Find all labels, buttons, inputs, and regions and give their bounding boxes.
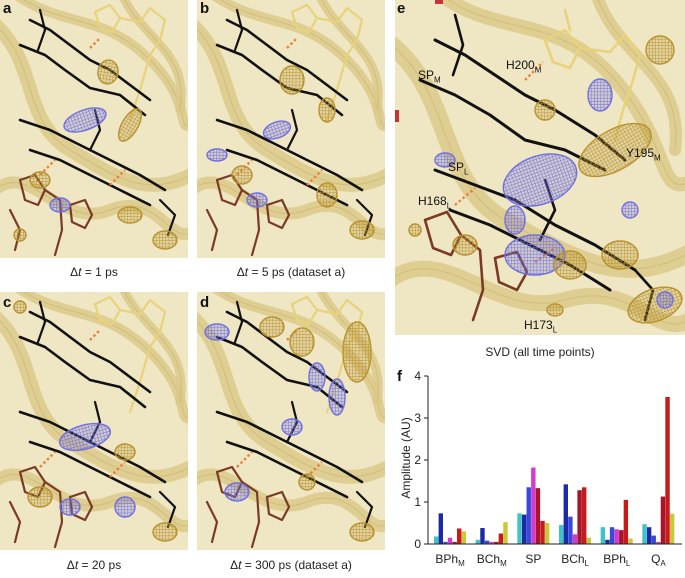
caption-e: SVD (all time points) — [485, 345, 595, 359]
x-category-label: BPhL — [603, 552, 631, 568]
bar — [568, 516, 573, 544]
bar — [623, 499, 629, 544]
x-category-label: BChL — [561, 552, 589, 568]
panel-label-c: c — [3, 294, 12, 311]
bar — [521, 514, 527, 544]
bar — [619, 530, 624, 544]
y-axis-label: Amplitude (AU) — [399, 417, 413, 498]
label-y195-m: Y195M — [626, 146, 661, 163]
bar — [656, 541, 661, 544]
x-category-label: QA — [651, 552, 666, 568]
bar — [438, 513, 443, 544]
bar — [660, 496, 666, 544]
bar — [646, 527, 652, 544]
bar — [503, 522, 508, 544]
panel-label-d: d — [200, 294, 210, 311]
caption-a: Δt = 1 ps — [70, 265, 118, 279]
y-tick-label: 2 — [414, 453, 421, 467]
panel-label-b: b — [200, 0, 210, 17]
bar — [605, 539, 610, 544]
bar — [489, 541, 494, 544]
bar — [475, 539, 481, 544]
bar — [480, 528, 485, 544]
label-sp-m: SPM — [418, 68, 441, 85]
panel-label-e: e — [397, 0, 406, 17]
y-tick-label: 0 — [414, 537, 421, 551]
caption-b: Δt = 5 ps (dataset a) — [236, 265, 346, 279]
bar — [586, 537, 591, 544]
bar — [517, 513, 522, 544]
label-h173-l: H173L — [524, 318, 558, 335]
panel-label-a: a — [3, 0, 12, 17]
bar — [498, 533, 504, 544]
caption-d: Δt = 300 ps (dataset a) — [230, 558, 352, 572]
x-category-label: SP — [525, 552, 541, 566]
bar — [535, 488, 541, 544]
bar — [461, 531, 466, 544]
bar — [577, 490, 582, 544]
y-tick-label: 4 — [414, 369, 421, 383]
bar — [665, 397, 670, 544]
bar — [494, 541, 499, 544]
bar — [452, 541, 457, 544]
bar — [642, 524, 647, 544]
y-tick-label: 1 — [414, 495, 421, 509]
bar — [544, 523, 550, 544]
bar — [559, 525, 564, 544]
bar — [572, 534, 578, 544]
bar — [582, 487, 587, 544]
bar — [609, 527, 615, 544]
panel-label-f: f — [397, 368, 402, 385]
x-category-label: BChM — [477, 552, 507, 568]
bar — [540, 520, 545, 544]
y-tick-label: 3 — [414, 411, 421, 425]
bar — [443, 541, 448, 544]
density-map-b — [197, 0, 385, 258]
bar — [669, 513, 675, 544]
label-sp-l: SPL — [448, 160, 469, 177]
bar — [531, 467, 536, 544]
panel-a-image — [0, 0, 188, 258]
bar — [600, 527, 606, 544]
amplitude-bar-chart: 0 1 2 3 4 BPhM BChM SP BChL BPhL QA Amplitude (AU… — [399, 369, 682, 568]
x-category-label: BPhM — [435, 552, 465, 568]
panel-d-image — [197, 292, 385, 550]
bar — [628, 538, 633, 544]
panel-c-image — [0, 292, 188, 550]
bar — [484, 540, 490, 544]
bar — [563, 484, 568, 544]
density-map-d — [197, 292, 385, 550]
bar — [457, 528, 462, 544]
bar — [447, 537, 453, 544]
label-h168-l: H168L — [418, 194, 452, 211]
bar — [651, 535, 656, 544]
density-map-c — [0, 292, 188, 550]
panel-e-image — [395, 0, 685, 335]
density-map-a — [0, 0, 188, 258]
bar — [434, 536, 439, 544]
bar — [526, 487, 531, 544]
label-h200-m: H200M — [506, 58, 542, 75]
panel-b-image — [197, 0, 385, 258]
caption-c: Δt = 20 ps — [66, 558, 122, 572]
bar — [614, 529, 619, 544]
density-map-e — [395, 0, 685, 335]
